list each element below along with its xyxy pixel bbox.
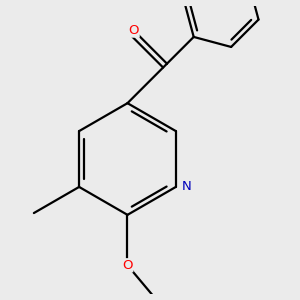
Text: O: O (122, 259, 133, 272)
Text: N: N (182, 180, 192, 194)
Text: O: O (129, 24, 139, 37)
